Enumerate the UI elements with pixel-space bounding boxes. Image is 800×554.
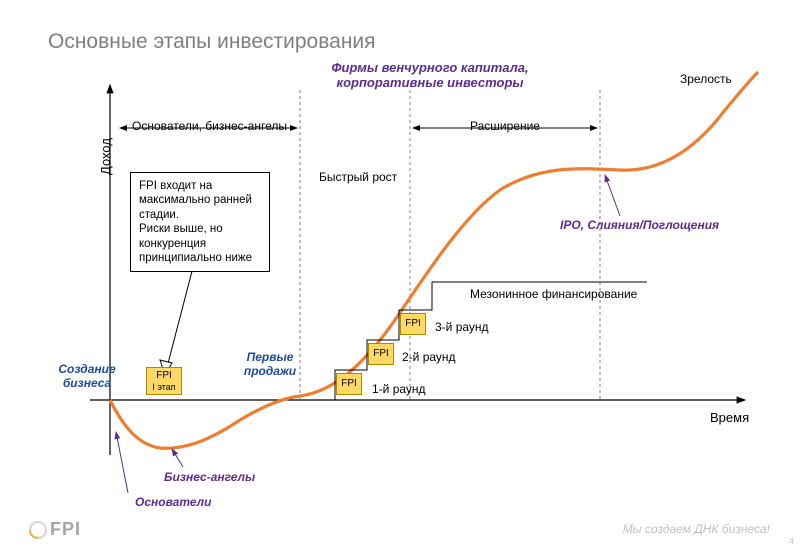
round1-label: 1-й раунд [372, 382, 426, 396]
founders-label: Основатели [135, 495, 211, 509]
logo-text: FPI [50, 519, 81, 540]
logo: FPI [28, 519, 81, 540]
footer-tagline: Мы создаем ДНК бизнеса! [623, 522, 770, 536]
label-expansion: Расширение [470, 119, 540, 133]
page-number: 4 [790, 537, 794, 546]
label-maturity: Зрелость [680, 72, 732, 86]
logo-icon [28, 520, 48, 540]
x-axis-label: Время [710, 410, 749, 425]
label-creation: Созданиебизнеса [42, 362, 132, 390]
fpi-stage1-top: FPI [156, 370, 172, 382]
label-founders-angels: Основатели, бизнес-ангелы [132, 119, 287, 133]
stage: Основные этапы инвестирования [0, 0, 800, 554]
fpi-round1-box: FPI [336, 373, 362, 395]
angels-arrow [172, 449, 183, 467]
fpi-round3-box: FPI [400, 313, 426, 335]
y-axis-label: Доход [98, 138, 113, 175]
round2-label: 2-й раунд [402, 350, 456, 364]
fpi-stage1-bottom: I этап [152, 382, 175, 392]
ipo-arrow [605, 175, 620, 216]
ipo-label: IPO, Слияния/Поглощения [560, 218, 719, 232]
label-fast-growth: Быстрый рост [319, 170, 397, 184]
fpi-stage1-box: FPI I этап [146, 367, 182, 395]
founders-arrow [116, 432, 128, 493]
label-first-sales: Первыепродажи [230, 350, 310, 378]
callout-box: FPI входит на максимально ранней стадии.… [130, 172, 270, 272]
vc-header: Фирмы венчурного капитала,корпоративные … [300, 60, 560, 90]
fpi-round2-box: FPI [368, 343, 394, 365]
round3-label: 3-й раунд [435, 320, 489, 334]
mezzanine-label: Мезонинное финансирование [470, 287, 637, 301]
angels-label: Бизнес-ангелы [164, 470, 255, 484]
